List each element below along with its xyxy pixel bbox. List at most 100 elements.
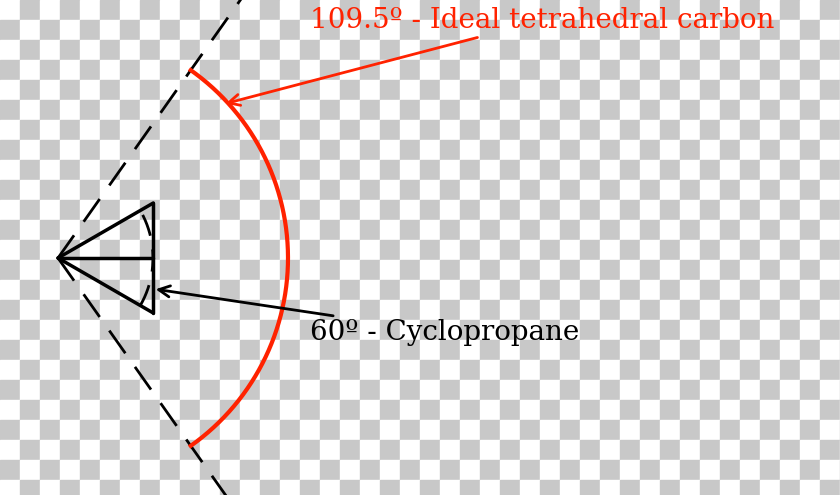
Bar	[440, 200, 460, 220]
Bar	[620, 0, 640, 20]
Bar	[740, 300, 760, 320]
Bar	[60, 160, 80, 180]
Bar	[100, 440, 120, 460]
Bar	[420, 160, 440, 180]
Bar	[200, 20, 220, 40]
Bar	[220, 120, 240, 140]
Bar	[740, 320, 760, 340]
Bar	[820, 440, 840, 460]
Bar	[820, 220, 840, 240]
Bar	[380, 480, 400, 495]
Bar	[740, 240, 760, 260]
Bar	[620, 460, 640, 480]
Bar	[640, 440, 660, 460]
Bar	[220, 260, 240, 280]
Bar	[480, 380, 500, 400]
Bar	[340, 420, 360, 440]
Bar	[400, 420, 420, 440]
Bar	[820, 180, 840, 200]
Bar	[140, 160, 160, 180]
Bar	[400, 480, 420, 495]
Bar	[700, 440, 720, 460]
Bar	[820, 80, 840, 100]
Bar	[180, 180, 200, 200]
Bar	[800, 460, 820, 480]
Bar	[60, 460, 80, 480]
Bar	[760, 240, 780, 260]
Bar	[640, 460, 660, 480]
Bar	[700, 20, 720, 40]
Bar	[220, 140, 240, 160]
Bar	[160, 480, 180, 495]
Bar	[800, 180, 820, 200]
Bar	[280, 120, 300, 140]
Bar	[580, 160, 600, 180]
Bar	[80, 420, 100, 440]
Bar	[80, 0, 100, 20]
Bar	[560, 400, 580, 420]
Bar	[360, 140, 380, 160]
Bar	[240, 120, 260, 140]
Bar	[220, 80, 240, 100]
Bar	[340, 140, 360, 160]
Bar	[760, 480, 780, 495]
Bar	[180, 120, 200, 140]
Bar	[560, 320, 580, 340]
Bar	[340, 380, 360, 400]
Bar	[120, 80, 140, 100]
Bar	[120, 480, 140, 495]
Bar	[680, 80, 700, 100]
Bar	[480, 120, 500, 140]
Bar	[180, 140, 200, 160]
Bar	[820, 60, 840, 80]
Bar	[660, 220, 680, 240]
Bar	[60, 80, 80, 100]
Bar	[460, 200, 480, 220]
Bar	[80, 80, 100, 100]
Bar	[180, 400, 200, 420]
Bar	[520, 80, 540, 100]
Bar	[640, 300, 660, 320]
Bar	[160, 120, 180, 140]
Bar	[340, 200, 360, 220]
Bar	[220, 280, 240, 300]
Bar	[40, 380, 60, 400]
Bar	[520, 440, 540, 460]
Bar	[60, 440, 80, 460]
Bar	[320, 320, 340, 340]
Bar	[80, 40, 100, 60]
Bar	[800, 320, 820, 340]
Bar	[100, 460, 120, 480]
Bar	[300, 40, 320, 60]
Bar	[40, 280, 60, 300]
Bar	[220, 480, 240, 495]
Bar	[360, 200, 380, 220]
Bar	[540, 360, 560, 380]
Bar	[20, 200, 40, 220]
Bar	[640, 240, 660, 260]
Bar	[280, 420, 300, 440]
Bar	[300, 180, 320, 200]
Bar	[320, 20, 340, 40]
Bar	[820, 120, 840, 140]
Bar	[460, 280, 480, 300]
Bar	[780, 360, 800, 380]
Bar	[700, 180, 720, 200]
Bar	[320, 480, 340, 495]
Bar	[180, 320, 200, 340]
Bar	[0, 0, 20, 20]
Bar	[460, 340, 480, 360]
Bar	[260, 480, 280, 495]
Bar	[400, 400, 420, 420]
Bar	[180, 440, 200, 460]
Bar	[380, 360, 400, 380]
Bar	[140, 100, 160, 120]
Bar	[260, 160, 280, 180]
Bar	[680, 160, 700, 180]
Bar	[520, 260, 540, 280]
Bar	[740, 0, 760, 20]
Bar	[120, 400, 140, 420]
Bar	[700, 460, 720, 480]
Bar	[260, 440, 280, 460]
Bar	[200, 180, 220, 200]
